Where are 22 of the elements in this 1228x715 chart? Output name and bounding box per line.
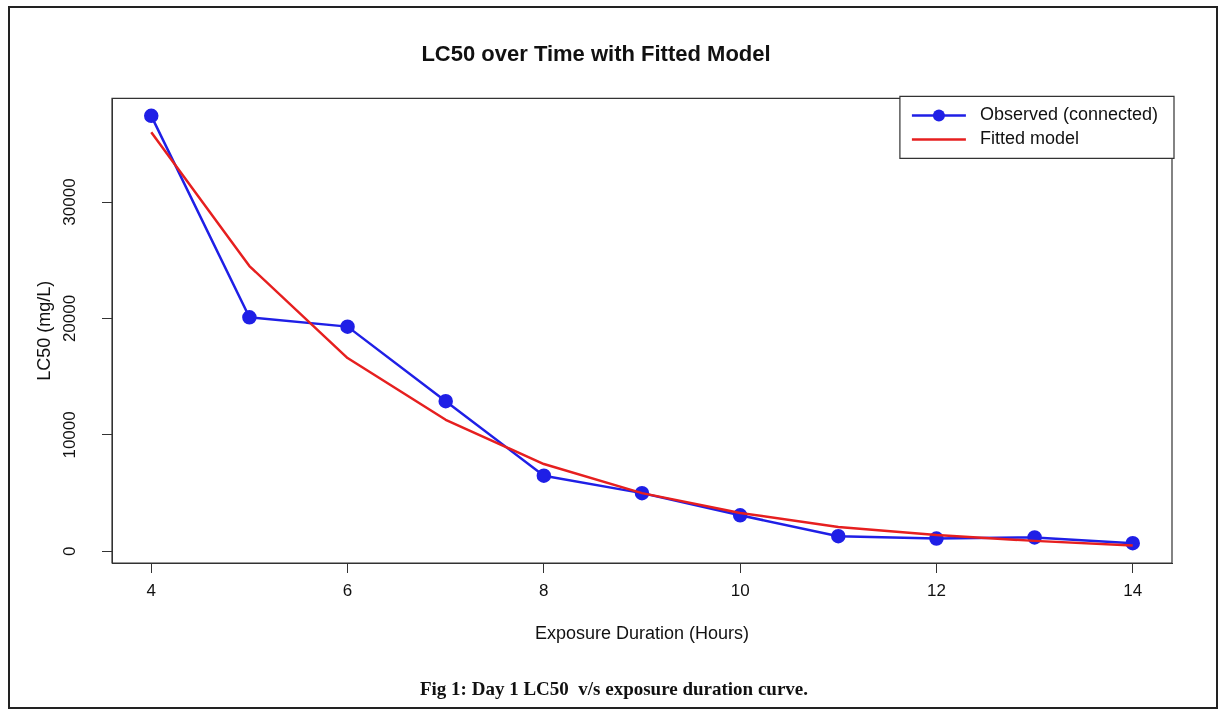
point (144, 108, 159, 124)
chart-title: LC50 over Time with Fitted Model (421, 41, 771, 67)
y-tick-label: 0 (60, 546, 80, 557)
x-tick-label: 14 (1123, 580, 1143, 600)
legend-label: Fitted model (979, 128, 1079, 149)
x-tick-label: 12 (926, 580, 946, 600)
legend-label: Observed (connected) (979, 104, 1158, 125)
point (242, 310, 257, 325)
y-tick-label: 30000 (60, 178, 80, 226)
point (536, 468, 552, 483)
point (340, 319, 355, 334)
x-tick-label: 4 (146, 580, 156, 600)
y-axis-title: LC50 (mg/L) (33, 280, 54, 381)
point (438, 393, 453, 409)
y-tick-label: 20000 (60, 294, 80, 343)
x-tick-label: 10 (730, 580, 750, 600)
point (831, 528, 846, 544)
y-tick-label: 10000 (60, 411, 80, 459)
x-tick-label: 8 (539, 580, 549, 600)
caption: Fig 1: Day 1 LC50 v/s exposure duration curve. (419, 677, 809, 699)
x-tick-label: 6 (342, 580, 353, 600)
x-axis-title: Exposure Duration (Hours) (534, 623, 750, 644)
